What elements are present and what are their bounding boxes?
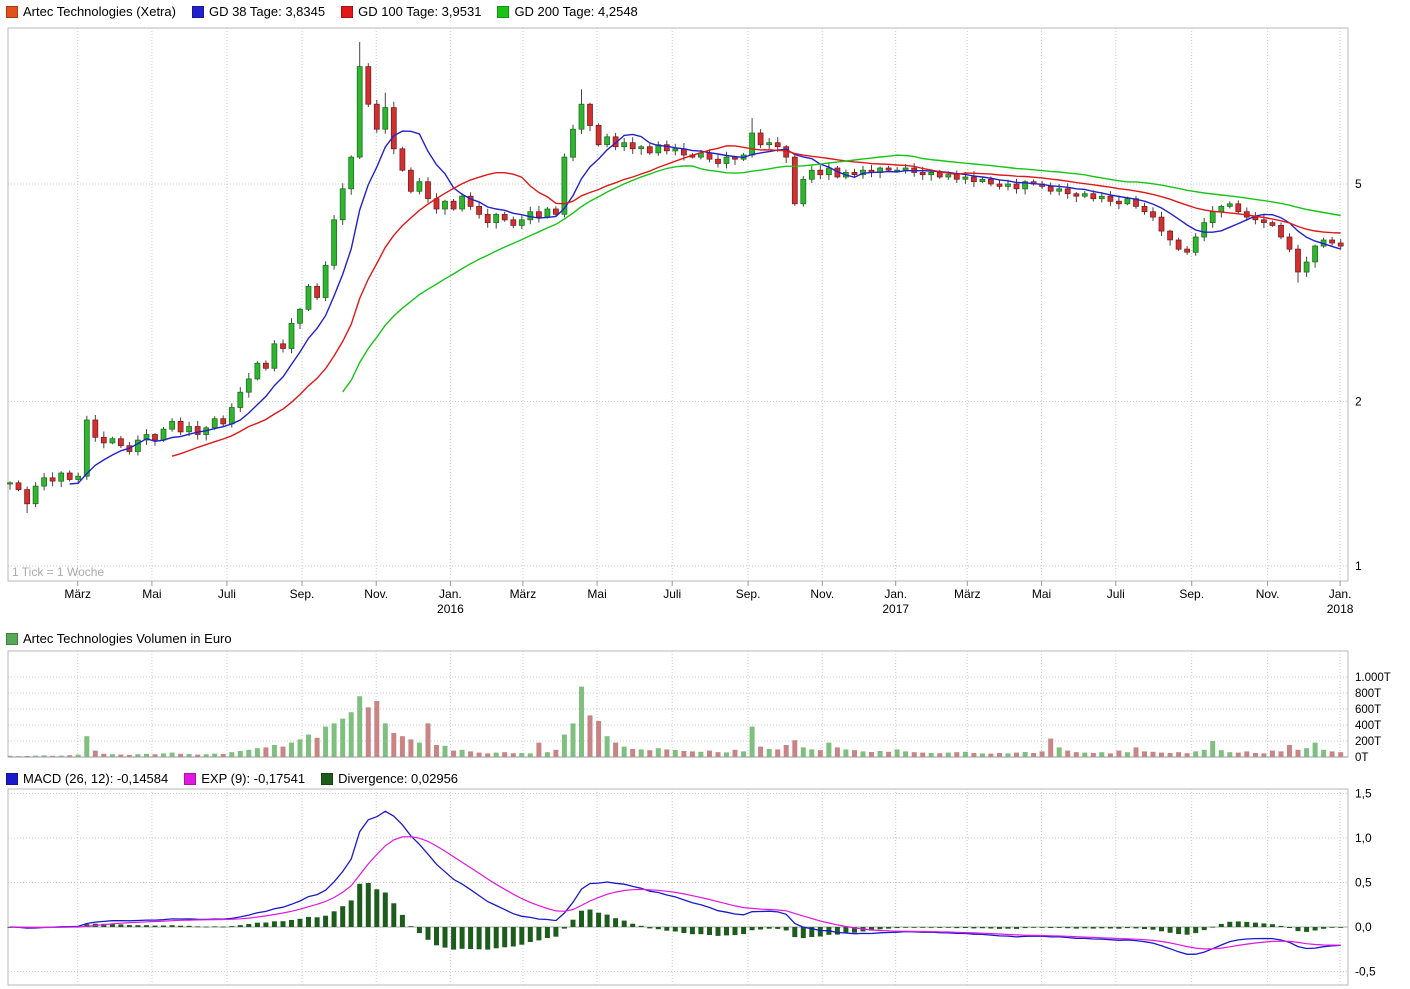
instrument-label: Artec Technologies (Xetra) [23,4,176,19]
gd100-swatch [341,5,354,18]
svg-text:600T: 600T [1355,704,1381,716]
macd-swatch [6,772,18,785]
svg-text:Nov.: Nov. [364,587,388,601]
svg-text:1: 1 [1355,559,1362,573]
svg-text:400T: 400T [1355,720,1381,732]
gd38-label: GD 38 Tage: 3,8345 [208,4,326,19]
svg-text:0,5: 0,5 [1355,876,1372,890]
svg-text:Juli: Juli [218,587,236,601]
svg-text:Jan.: Jan. [1329,587,1352,601]
svg-text:200T: 200T [1355,736,1381,748]
macd-legend: MACD (26, 12): -0,14584 EXP (9): -0,1754… [6,771,474,786]
volume-legend: Artec Technologies Volumen in Euro [6,631,248,646]
svg-text:Mai: Mai [1032,587,1051,601]
svg-text:Nov.: Nov. [810,587,834,601]
svg-text:Juli: Juli [663,587,681,601]
gd38-swatch [191,5,204,18]
divergence-label: Divergence: 0,02956 [338,771,459,786]
svg-text:2016: 2016 [437,602,464,616]
svg-text:Sep.: Sep. [1179,587,1204,601]
macd-label: MACD (26, 12): -0,14584 [23,771,169,786]
svg-text:März: März [954,587,981,601]
svg-text:Mai: Mai [587,587,606,601]
svg-text:0T: 0T [1355,752,1368,764]
svg-text:0,0: 0,0 [1355,920,1372,934]
price-legend: Artec Technologies (Xetra) GD 38 Tage: 3… [6,4,654,19]
svg-text:1,0: 1,0 [1355,831,1372,845]
svg-text:2018: 2018 [1327,602,1354,616]
svg-text:Jan.: Jan. [439,587,462,601]
svg-text:2: 2 [1355,395,1362,409]
svg-text:Juli: Juli [1107,587,1125,601]
divergence-swatch [321,772,334,785]
svg-text:Jan.: Jan. [884,587,907,601]
svg-text:2017: 2017 [882,602,909,616]
svg-text:1,5: 1,5 [1355,787,1372,801]
instrument-swatch [6,5,18,18]
volume-panel: 1.000T 800T 600T 400T 200T 0T [7,650,1391,764]
gd100-label: GD 100 Tage: 3,9531 [358,4,482,19]
svg-text:Nov.: Nov. [1256,587,1280,601]
exp-swatch [184,772,197,785]
svg-text:1.000T: 1.000T [1355,672,1391,684]
svg-text:Mai: Mai [142,587,161,601]
svg-text:Sep.: Sep. [736,587,761,601]
svg-text:-0,5: -0,5 [1355,965,1376,979]
svg-text:1 Tick = 1 Woche: 1 Tick = 1 Woche [12,565,104,579]
exp-label: EXP (9): -0,17541 [201,771,306,786]
volume-label: Artec Technologies Volumen in Euro [23,631,232,646]
svg-text:Sep.: Sep. [290,587,315,601]
gd200-label: GD 200 Tage: 4,2548 [514,4,638,19]
svg-text:800T: 800T [1355,688,1381,700]
gd200-swatch [497,5,510,18]
svg-text:März: März [510,587,537,601]
volume-swatch [6,632,18,645]
macd-panel: 1,5 1,0 0,5 0,0 -0,5 [7,787,1376,986]
svg-text:März: März [64,587,91,601]
svg-text:5: 5 [1355,177,1362,191]
